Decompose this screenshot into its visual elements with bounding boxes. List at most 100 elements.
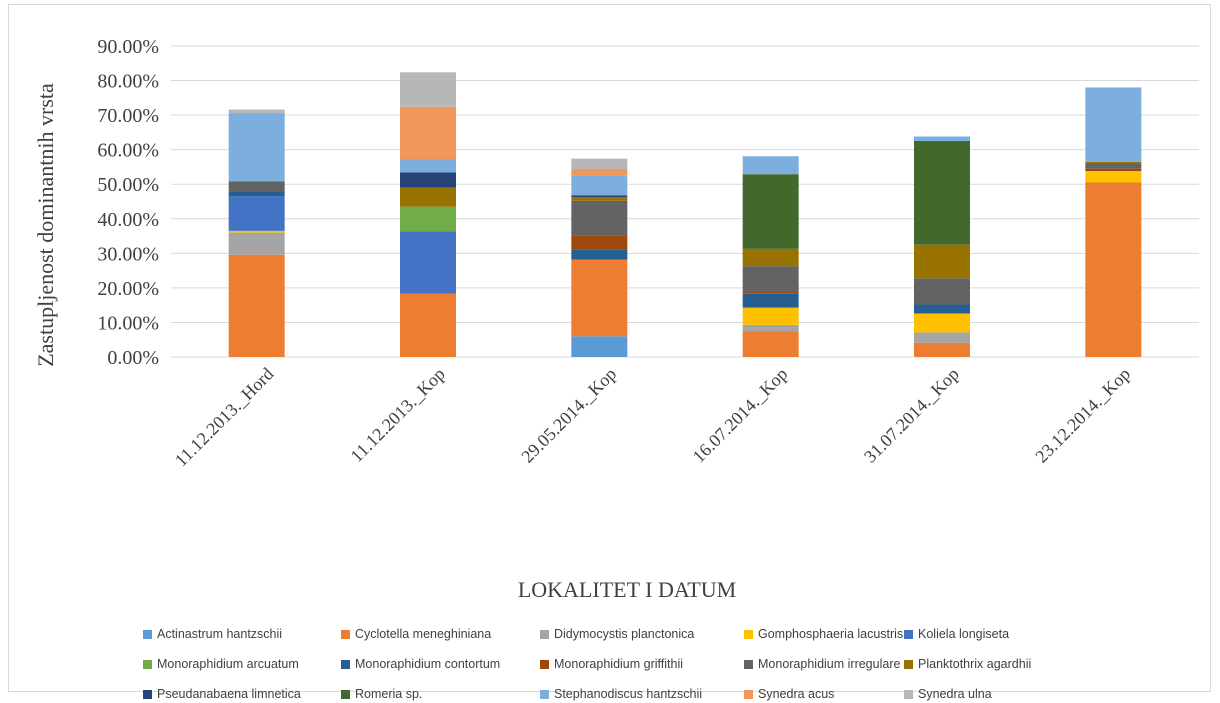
bar-segment: [742, 266, 799, 293]
bar-segment: [228, 113, 285, 182]
bar-segment: [914, 244, 970, 279]
legend-item: Gomphosphaeria lacustris: [744, 625, 904, 643]
bar-segment: [914, 141, 970, 245]
bar-segment: [1085, 161, 1142, 164]
legend-label: Monoraphidium contortum: [355, 657, 501, 671]
legend-item: Monoraphidium irregulare: [744, 655, 904, 673]
bar-segment: [571, 200, 628, 236]
legend-swatch: [904, 629, 913, 639]
y-tick-label: 40.00%: [97, 209, 159, 231]
legend-swatch: [540, 659, 549, 669]
x-tick-label: 16.07.2014._Kop: [689, 364, 792, 467]
y-tick-label: 20.00%: [97, 278, 159, 300]
legend-item: Stephanodiscus hantzschii: [540, 685, 744, 703]
bar-segment: [400, 293, 456, 357]
legend-item: Synedra acus: [744, 685, 904, 703]
bar-segment: [742, 293, 799, 308]
bar-segment: [571, 249, 628, 260]
legend-label: Synedra ulna: [918, 687, 992, 701]
bar-segment: [1085, 182, 1142, 357]
bar-segment: [571, 195, 628, 198]
x-tick-label: 23.12.2014._Kop: [1031, 364, 1134, 467]
legend-item: Monoraphidium arcuatum: [143, 655, 341, 673]
legend-swatch: [904, 659, 913, 669]
bar-segment: [742, 174, 799, 249]
x-tick-label: 11.12.2013._Hord: [171, 364, 278, 471]
y-axis-title: Zastupljenost dominantnih vrsta: [33, 83, 58, 367]
bar-segment: [742, 292, 799, 294]
bar-segment: [400, 106, 456, 159]
y-tick-label: 50.00%: [97, 174, 159, 196]
legend-swatch: [904, 689, 913, 699]
bar-segment: [742, 248, 799, 267]
bar-segment: [914, 313, 970, 333]
y-tick-label: 60.00%: [97, 140, 159, 162]
y-tick-label: 30.00%: [97, 243, 159, 265]
bar-segment: [1085, 163, 1142, 169]
x-tick-label: 31.07.2014._Kop: [860, 364, 963, 467]
bar-segment: [1085, 87, 1142, 162]
legend-swatch: [744, 659, 753, 669]
bar-segment: [914, 278, 970, 305]
bar-segment: [400, 231, 456, 294]
legend-label: Pseudanabaena limnetica: [157, 687, 301, 701]
bar-segment: [571, 169, 628, 176]
legend-label: Romeria sp.: [355, 687, 423, 701]
legend-item: Monoraphidium contortum: [341, 655, 540, 673]
legend: Actinastrum hantzschii Cyclotella meneghi…: [143, 625, 1103, 703]
legend-item: Monoraphidium griffithii: [540, 655, 744, 673]
bar-segment: [571, 158, 628, 170]
y-tick-label: 70.00%: [97, 105, 159, 127]
bar-segment: [571, 259, 628, 337]
legend-item: Actinastrum hantzschii: [143, 625, 341, 643]
legend-item: Didymocystis planctonica: [540, 625, 744, 643]
legend-label: Planktothrix agardhii: [918, 657, 1032, 671]
legend-item: Romeria sp.: [341, 685, 540, 703]
legend-label: Actinastrum hantzschii: [157, 627, 283, 641]
stacked-bar-chart: 0.00% 10.00% 20.00% 30.00% 40.00% 50.00% 60.00…: [33, 36, 1199, 602]
y-axis-ticks: 0.00% 10.00% 20.00% 30.00% 40.00% 50.00% 60.00…: [97, 36, 159, 369]
bar-segment: [742, 331, 799, 357]
legend-swatch: [341, 689, 350, 699]
bar-segment: [400, 158, 456, 173]
legend-label: Monoraphidium arcuatum: [157, 657, 299, 671]
legend-swatch: [744, 629, 753, 639]
y-tick-label: 10.00%: [97, 312, 159, 334]
bar-segment: [400, 72, 456, 107]
legend-item: Pseudanabaena limnetica: [143, 685, 341, 703]
bar-segment: [400, 206, 456, 232]
bar-segment: [571, 175, 628, 196]
bar-segment: [400, 172, 456, 188]
legend-swatch: [341, 629, 350, 639]
legend-label: Koliela longiseta: [918, 627, 1010, 641]
x-tick-label: 11.12.2013._Kop: [346, 364, 448, 466]
x-axis-ticks: 11.12.2013._Hord 11.12.2013._Kop 29.05.201…: [171, 364, 1134, 471]
legend-swatch: [744, 689, 753, 699]
legend-swatch: [341, 659, 350, 669]
legend-label: Monoraphidium irregulare: [758, 657, 901, 671]
bar-segment: [571, 197, 628, 201]
bar-segment: [914, 332, 970, 343]
legend-label: Monoraphidium griffithii: [554, 657, 683, 671]
bar-segment: [228, 230, 285, 233]
y-tick-label: 80.00%: [97, 71, 159, 93]
gridlines: [171, 45, 1199, 358]
x-tick-label: 29.05.2014._Kop: [517, 364, 620, 467]
legend-item: Cyclotella meneghiniana: [341, 625, 540, 643]
legend-label: Didymocystis planctonica: [554, 627, 695, 641]
chart-frame: 0.00% 10.00% 20.00% 30.00% 40.00% 50.00% 60.00…: [8, 4, 1211, 701]
legend-item: Koliela longiseta: [904, 625, 1103, 643]
legend-label: Stephanodiscus hantzschii: [554, 687, 703, 701]
bar-segment: [228, 181, 285, 192]
bar-segment: [914, 304, 970, 314]
legend-label: Synedra acus: [758, 687, 835, 701]
bar-segment: [228, 254, 285, 357]
legend-swatch: [143, 689, 152, 699]
bar-segment: [1085, 168, 1142, 172]
legend-label: Cyclotella meneghiniana: [355, 627, 492, 641]
legend-item: Synedra ulna: [904, 685, 1103, 703]
bar-segment: [228, 196, 285, 231]
legend-item: Planktothrix agardhii: [904, 655, 1103, 673]
legend-swatch: [143, 629, 152, 639]
legend-swatch: [143, 659, 152, 669]
